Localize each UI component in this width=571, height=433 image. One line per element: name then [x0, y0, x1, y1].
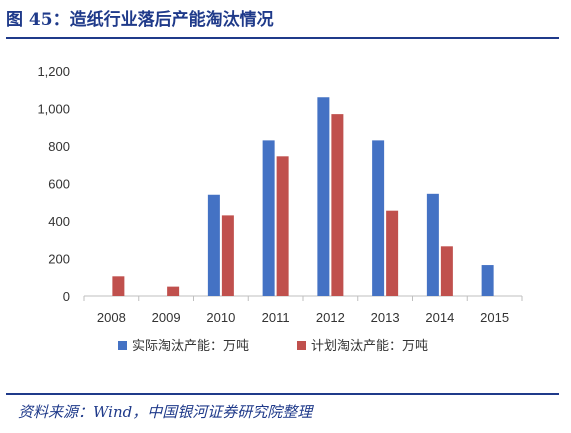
source-note: 资料来源：Wind，中国银河证券研究院整理: [18, 403, 313, 421]
bar-actual: [372, 140, 385, 296]
bar-actual: [481, 265, 494, 296]
x-tick-label: 2009: [152, 310, 181, 325]
bar-planned: [276, 156, 289, 296]
legend-label: 计划淘汰产能：万吨: [311, 339, 428, 354]
bar-planned: [440, 246, 453, 296]
y-axis: 0 200 400 600 800 1,000 1,200: [37, 64, 70, 304]
title-rule: [6, 37, 559, 39]
bar-actual: [317, 97, 330, 296]
legend: 实际淘汰产能：万吨 计划淘汰产能：万吨: [118, 339, 428, 354]
bar-planned: [167, 286, 180, 296]
legend-swatch: [118, 341, 127, 350]
source-rule: [6, 393, 559, 395]
bar-planned: [221, 215, 234, 296]
bar-chart: 0 200 400 600 800 1,000 1,200 2008 2009 2010 2011…: [37, 64, 523, 354]
x-axis: 2008 2009 2010 2011 2012 2013 2014 2015: [83, 295, 523, 325]
bar-planned: [386, 210, 399, 296]
x-tick-label: 2010: [206, 310, 235, 325]
y-tick-label: 1,200: [37, 64, 70, 79]
y-tick-label: 400: [48, 214, 70, 229]
x-tick-label: 2015: [480, 310, 509, 325]
figure-title: 图 45：造纸行业落后产能淘汰情况: [6, 10, 274, 30]
x-tick-label: 2008: [97, 310, 126, 325]
y-tick-label: 200: [48, 252, 70, 267]
x-tick-label: 2013: [371, 310, 400, 325]
x-tick-label: 2012: [316, 310, 345, 325]
bar-actual: [262, 140, 275, 296]
bars: [112, 97, 494, 296]
bar-actual: [207, 194, 220, 296]
y-tick-label: 1,000: [37, 102, 70, 117]
bar-planned: [112, 276, 125, 296]
legend-label: 实际淘汰产能：万吨: [132, 339, 249, 354]
legend-swatch: [297, 341, 306, 350]
y-tick-label: 0: [63, 289, 70, 304]
x-tick-label: 2011: [262, 310, 290, 325]
x-tick-label: 2014: [425, 310, 454, 325]
y-tick-label: 600: [48, 177, 70, 192]
bar-planned: [331, 114, 344, 296]
y-tick-label: 800: [48, 139, 70, 154]
bar-actual: [426, 193, 439, 296]
